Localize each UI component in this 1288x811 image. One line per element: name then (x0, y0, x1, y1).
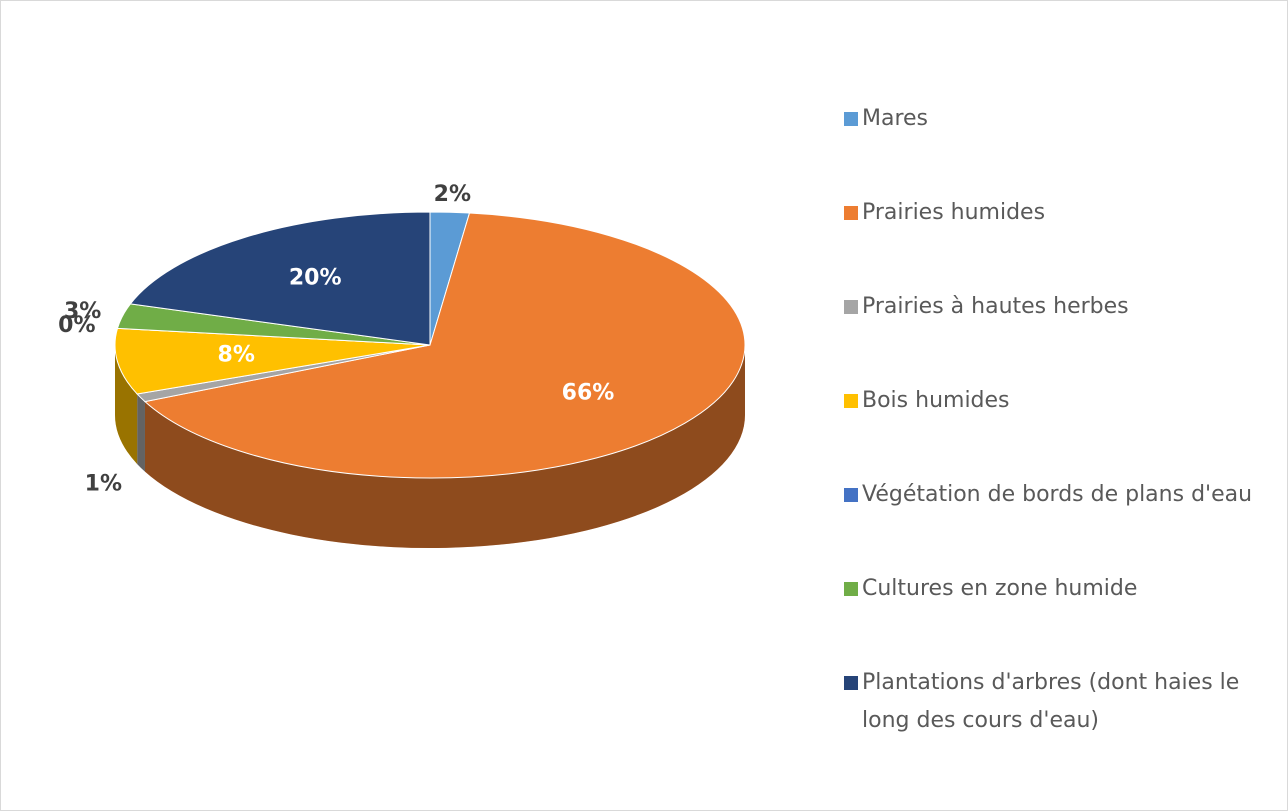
legend-item: Bois humides (844, 382, 1282, 420)
legend-swatch (844, 676, 858, 690)
legend-label: Plantations d'arbres (dont haies le long… (862, 670, 1240, 733)
pie-slice (129, 211, 431, 346)
legend-swatch (844, 300, 858, 314)
legend-label: Prairies à hautes herbes (862, 294, 1129, 319)
legend-item: Mares (844, 100, 1282, 138)
legend-swatch (844, 112, 858, 126)
data-label: 20% (289, 265, 342, 290)
legend-label: Bois humides (862, 388, 1010, 413)
data-label: 66% (562, 380, 615, 405)
legend-label: Prairies humides (862, 200, 1046, 225)
pie-slice (114, 327, 431, 395)
legend-swatch (844, 206, 858, 220)
legend-item: Plantations d'arbres (dont haies le long… (844, 664, 1282, 740)
pie-side-shade (115, 345, 138, 464)
legend-swatch (844, 394, 858, 408)
data-label: 2% (434, 182, 471, 207)
legend-item: Prairies humides (844, 194, 1282, 232)
data-label: 3% (64, 299, 101, 324)
pie-side-shade (137, 393, 145, 472)
legend-swatch (844, 488, 858, 502)
data-label: 1% (85, 472, 122, 497)
legend-item: Végétation de bords de plans d'eau (844, 476, 1282, 514)
legend-swatch (844, 582, 858, 596)
pie-side (144, 345, 745, 548)
pie-side-shade (144, 345, 745, 548)
legend-item: Cultures en zone humide (844, 570, 1282, 608)
pie-side (137, 393, 145, 472)
pie-slice (143, 212, 746, 479)
legend-label: Cultures en zone humide (862, 576, 1138, 601)
legend-item: Prairies à hautes herbes (844, 288, 1282, 326)
data-label: 0% (58, 313, 95, 338)
legend-label: Végétation de bords de plans d'eau (862, 482, 1253, 507)
legend-label: Mares (862, 106, 929, 131)
pie-side (115, 345, 138, 464)
data-label: 8% (218, 342, 255, 367)
